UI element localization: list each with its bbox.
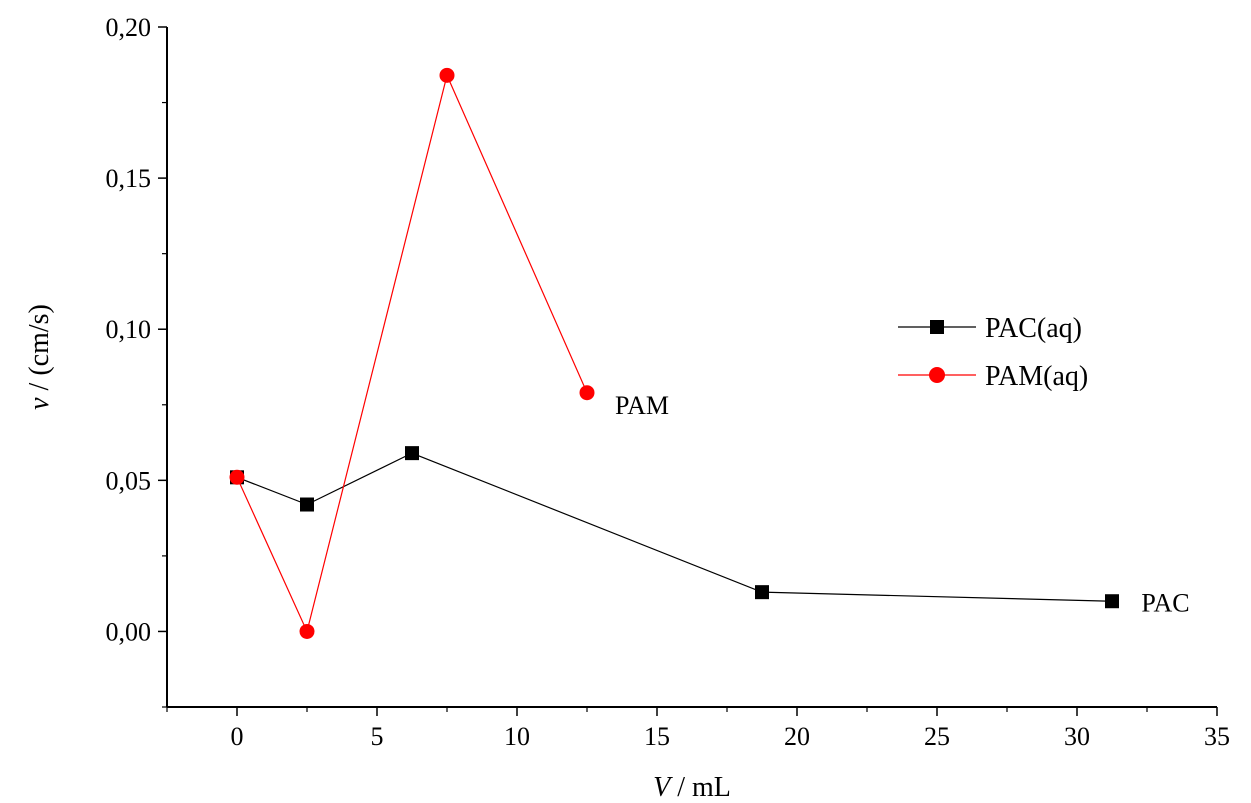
y-tick-label: 0,05 [106, 466, 152, 495]
data-point [405, 446, 419, 461]
y-ticks: 0,00 0,05 0,10 0,15 0,20 [106, 13, 167, 708]
x-ticks: 0 5 10 15 20 25 30 35 [166, 707, 1230, 751]
legend-label-pac: PAC(aq) [985, 313, 1082, 344]
series-layer [229, 67, 1119, 639]
data-point [300, 497, 314, 512]
data-point [299, 623, 315, 639]
legend-label-pam: PAM(aq) [985, 361, 1088, 392]
y-tick-label: 0,20 [106, 13, 152, 42]
series-pam [229, 67, 595, 639]
y-axis-title: v / (cm/s) [24, 304, 55, 410]
legend-entry-pac: PAC(aq) [898, 313, 1082, 344]
series-pac [230, 446, 1119, 609]
y-tick-label: 0,15 [106, 164, 152, 193]
x-tick-label: 5 [371, 722, 384, 751]
x-tick-label: 35 [1204, 722, 1230, 751]
x-tick-label: 0 [231, 722, 244, 751]
series-line [236, 452, 1113, 602]
legend: PAC(aq) PAM(aq) [898, 313, 1088, 392]
x-tick-label: 20 [784, 722, 810, 751]
annotation-pam: PAM [615, 391, 669, 420]
legend-marker-square [930, 320, 944, 334]
y-tick-label: 0,10 [106, 315, 152, 344]
x-tick-label: 30 [1064, 722, 1090, 751]
axes [166, 27, 1217, 708]
legend-marker-circle [929, 367, 945, 383]
x-tick-label: 10 [504, 722, 530, 751]
y-tick-label: 0,00 [106, 617, 152, 646]
legend-entry-pam: PAM(aq) [898, 361, 1088, 392]
x-tick-label: 25 [924, 722, 950, 751]
data-point [229, 469, 245, 485]
data-point [439, 67, 455, 83]
annotation-pac: PAC [1141, 589, 1189, 618]
data-point [1105, 594, 1119, 609]
x-tick-label: 15 [644, 722, 670, 751]
data-point [579, 385, 595, 401]
x-axis-title: V / mL [653, 772, 731, 803]
data-point [755, 585, 769, 600]
series-line [236, 73, 588, 634]
